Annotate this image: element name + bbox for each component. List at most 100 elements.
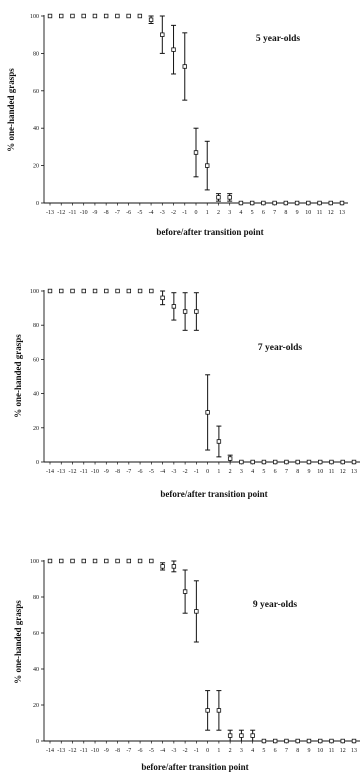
x-tick-label: 13 (339, 210, 345, 216)
data-point (81, 13, 86, 19)
data-point (171, 564, 177, 569)
x-tick-label: -4 (149, 210, 154, 216)
data-point (182, 64, 187, 69)
x-tick-label: 1 (217, 748, 220, 754)
data-point (205, 410, 210, 415)
data-point (59, 13, 64, 19)
x-tick-label: 3 (240, 748, 243, 754)
data-point (126, 288, 132, 294)
data-point (81, 288, 86, 294)
data-point (284, 738, 289, 744)
data-point (115, 288, 120, 294)
x-tick-label: -11 (80, 469, 88, 475)
x-axis-label: before/after transition point (156, 227, 263, 237)
x-tick-label: 7 (273, 210, 276, 216)
data-point (194, 609, 199, 614)
chart-panel-9-year-olds: % one-handed grasps 9 year-olds before/a… (13, 558, 360, 772)
data-point (340, 459, 345, 465)
data-point (272, 200, 277, 206)
data-point (92, 13, 98, 19)
data-point (104, 558, 109, 564)
x-tick-label: -8 (115, 469, 120, 475)
y-axis-label: % one-handed grasps (13, 600, 23, 684)
x-tick-label: 13 (351, 748, 357, 754)
y-tick-label: 0 (36, 201, 39, 207)
data-point (249, 200, 255, 206)
data-point (59, 288, 64, 294)
data-point (351, 738, 357, 744)
y-tick-label: 80 (33, 51, 39, 57)
data-point (47, 288, 53, 294)
x-tick-label: 2 (217, 210, 220, 216)
data-point (317, 200, 322, 206)
x-tick-label: -10 (80, 210, 88, 216)
data-point (295, 459, 300, 465)
x-tick-label: 7 (285, 748, 288, 754)
y-tick-label: 0 (36, 460, 39, 466)
x-tick-label: 11 (317, 210, 323, 216)
x-tick-label: -12 (69, 469, 77, 475)
data-point (149, 558, 154, 564)
data-point (216, 195, 221, 200)
x-tick-label: 0 (195, 210, 198, 216)
data-point (182, 309, 188, 314)
x-tick-label: 4 (239, 210, 242, 216)
x-tick-label: -8 (104, 210, 109, 216)
data-point (126, 558, 132, 564)
data-point (160, 295, 165, 301)
x-tick-label: 1 (217, 469, 220, 475)
x-axis-label: before/after transition point (160, 489, 267, 499)
data-point (59, 558, 64, 564)
data-point (329, 459, 334, 465)
data-point (261, 459, 267, 465)
data-point (227, 733, 233, 738)
x-tick-label: -3 (171, 469, 176, 475)
x-tick-label: -5 (137, 210, 142, 216)
x-axis-label: before/after transition point (141, 762, 248, 772)
x-tick-label: -6 (138, 748, 143, 754)
x-tick-label: 6 (274, 748, 277, 754)
x-tick-label: -1 (182, 210, 187, 216)
x-tick-label: -13 (57, 469, 65, 475)
x-tick-label: 8 (284, 210, 287, 216)
y-tick-label: 60 (33, 631, 39, 637)
data-point (318, 459, 323, 465)
data-point (328, 200, 333, 206)
data-point (261, 200, 266, 206)
data-point (193, 150, 199, 155)
chart-panel-5-year-olds: % one-handed grasps 5 year-olds before/a… (6, 13, 348, 237)
data-point (47, 13, 53, 19)
chart-title: 5 year-olds (256, 34, 301, 44)
x-tick-label: 6 (274, 469, 277, 475)
data-point (216, 439, 222, 444)
x-tick-label: -7 (126, 469, 131, 475)
data-point (216, 708, 222, 713)
x-tick-label: 5 (251, 210, 254, 216)
x-tick-label: -3 (160, 210, 165, 216)
data-point (239, 459, 244, 465)
data-point (351, 459, 357, 465)
x-tick-label: -6 (138, 469, 143, 475)
data-point (47, 558, 53, 564)
data-point (149, 288, 154, 294)
x-tick-label: -1 (194, 748, 199, 754)
data-point (137, 288, 143, 294)
chart-panel-7-year-olds: % one-handed grasps 7 year-olds before/a… (13, 288, 360, 499)
x-tick-label: -13 (46, 210, 54, 216)
data-point (92, 288, 98, 294)
data-point (284, 459, 289, 465)
data-point (205, 708, 210, 713)
x-tick-label: -2 (183, 748, 188, 754)
y-tick-label: 80 (33, 595, 39, 601)
x-tick-label: 5 (262, 469, 265, 475)
y-axis-label: % one-handed grasps (13, 334, 23, 418)
x-tick-label: 3 (240, 469, 243, 475)
y-tick-label: 0 (36, 739, 39, 745)
x-tick-label: 11 (329, 748, 335, 754)
y-tick-label: 60 (33, 357, 39, 363)
x-tick-label: 10 (317, 469, 323, 475)
chart-title: 7 year-olds (258, 343, 303, 353)
y-tick-label: 40 (33, 667, 39, 673)
x-tick-label: 4 (251, 469, 254, 475)
x-tick-label: -9 (104, 748, 109, 754)
